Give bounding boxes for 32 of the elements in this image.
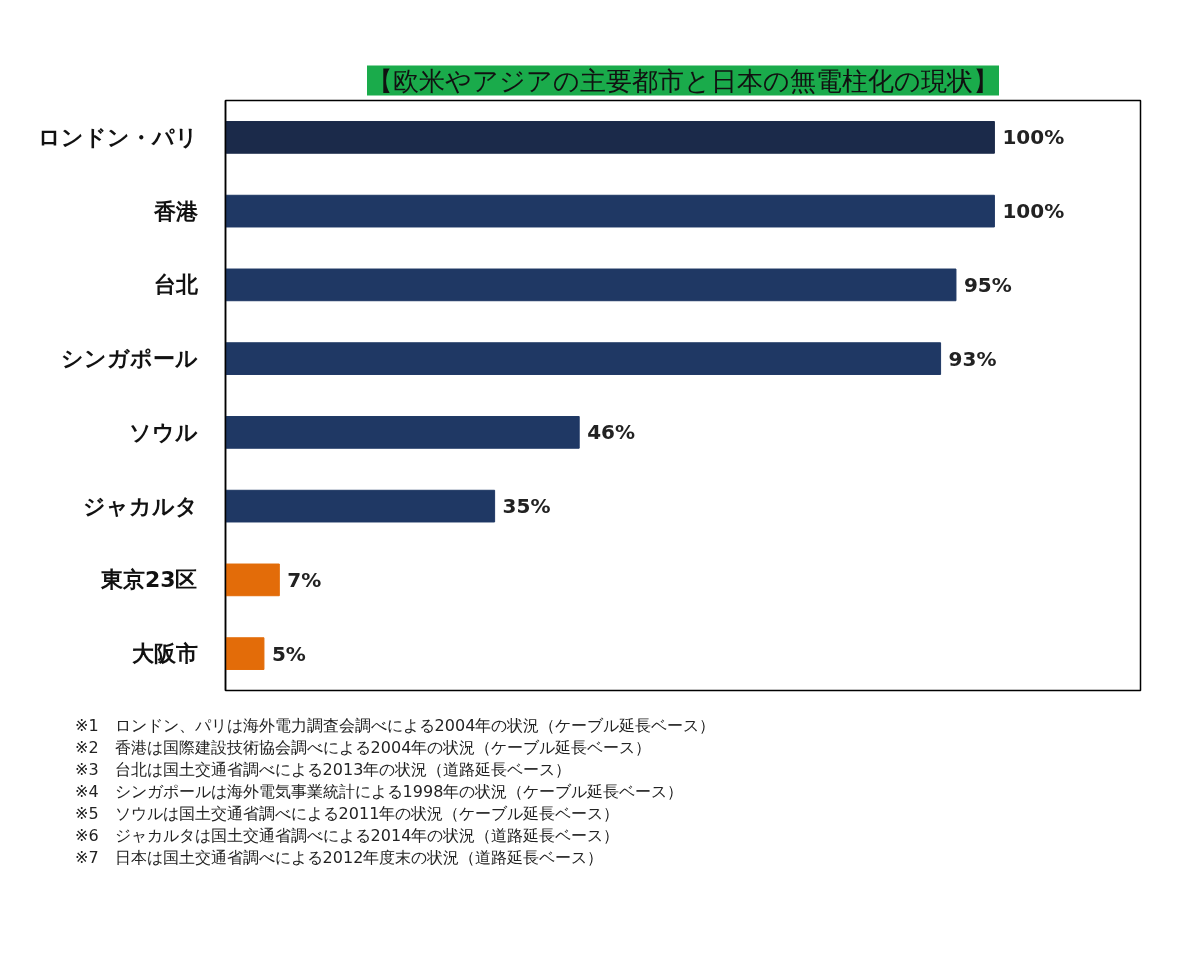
- data-label: 7%: [287, 567, 322, 592]
- text: ※7 日本は国土交通省調べによる2012年度末の状況（道路延長ベース）: [75, 847, 605, 869]
- text: ※1 ロンドン、パリは海外電力調査会調べによる2004年の状況（ケーブル延長ベース）: [75, 715, 716, 737]
- bar: [225, 489, 496, 523]
- y-tick-label: ジャカルタ: [82, 493, 198, 519]
- data-label: 5%: [271, 641, 306, 666]
- text: ※2 香港は国際建設技術協会調べによる2004年の状況（ケーブル延長ベース）: [75, 737, 653, 759]
- bar: [225, 194, 995, 228]
- bar: [225, 563, 280, 597]
- data-label: 100%: [1002, 199, 1065, 224]
- data-label: 46%: [587, 420, 636, 445]
- y-tick-label: シンガポール: [60, 346, 198, 372]
- text: ※6 ジャカルタは国土交通省調べによる2014年の状況（道路延長ベース）: [75, 825, 621, 847]
- y-tick-label: 東京23区: [99, 567, 198, 593]
- y-tick-label: 大阪市: [131, 641, 198, 667]
- y-tick-label: 香港: [152, 198, 199, 224]
- bar: [225, 121, 995, 154]
- bar: [225, 342, 942, 375]
- text: ※4 シンガポールは海外電気事業統計による1998年の状況（ケーブル延長ベース）: [75, 781, 685, 803]
- data-label: 93%: [948, 346, 997, 371]
- data-label: 95%: [963, 272, 1012, 297]
- text: ※3 台北は国土交通省調べによる2013年の状況（道路延長ベース）: [75, 759, 573, 781]
- y-tick-label: 台北: [153, 272, 199, 298]
- bar: [225, 637, 265, 670]
- text: ※5 ソウルは国土交通省調べによる2011年の状況（ケーブル延長ベース）: [75, 803, 621, 825]
- data-label: 100%: [1002, 125, 1065, 150]
- y-tick-label: ロンドン・パリ: [37, 124, 198, 150]
- bar: [225, 268, 957, 302]
- chart-title: 【欧米やアジアの主要都市と日本の無電柱化の現状】: [367, 65, 999, 96]
- y-tick-label: ソウル: [128, 419, 198, 445]
- bar: [225, 416, 580, 449]
- data-label: 35%: [502, 494, 551, 519]
